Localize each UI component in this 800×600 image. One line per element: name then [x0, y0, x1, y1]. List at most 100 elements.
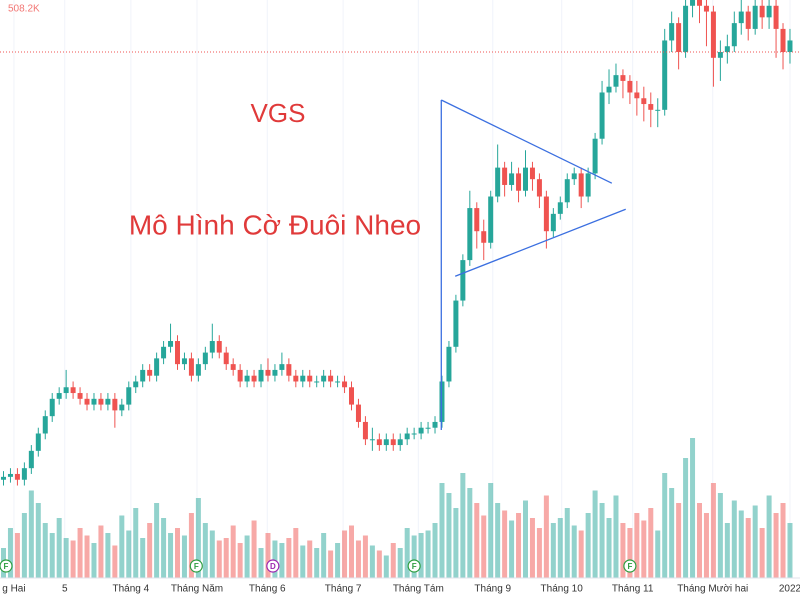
candle-body	[543, 196, 549, 232]
candle-body	[502, 167, 508, 185]
volume-bar	[35, 503, 41, 578]
candle-body	[258, 369, 264, 382]
volume-bar	[112, 545, 118, 578]
candle-body	[397, 439, 403, 446]
candle-body	[634, 92, 640, 99]
x-tick-label: 5	[62, 584, 68, 595]
volume-bar	[550, 523, 556, 578]
candle-body	[411, 433, 417, 435]
candle-body	[641, 98, 647, 105]
candle-body	[161, 346, 167, 359]
event-marker	[189, 559, 203, 573]
candle-body	[7, 473, 13, 477]
volume-bar	[662, 473, 668, 578]
candle-body	[98, 398, 104, 405]
x-tick-label: Tháng 4	[113, 584, 150, 595]
candle-body	[21, 468, 27, 480]
candle-body	[550, 213, 556, 232]
volume-bar	[154, 503, 160, 578]
volume-bar	[648, 508, 654, 578]
volume-bar	[564, 508, 570, 578]
volume-bar	[467, 488, 473, 578]
candle-body	[251, 375, 257, 382]
volume-bar	[84, 535, 90, 578]
volume-bar	[557, 518, 563, 578]
volume-bar	[342, 530, 348, 578]
candle-body	[147, 369, 153, 376]
pattern-label: Mô Hình Cờ Đuôi Nheo	[129, 209, 421, 240]
candle-body	[648, 104, 654, 110]
volume-bar	[140, 538, 146, 578]
volume-bar	[418, 533, 424, 578]
volume-bar	[634, 513, 640, 578]
volume-bar	[731, 500, 737, 578]
volume-bar	[495, 503, 501, 578]
candle-body	[676, 23, 682, 53]
volume-bar	[230, 525, 236, 578]
candle-body	[690, 0, 696, 6]
volume-bar	[641, 520, 647, 578]
event-label: F	[4, 562, 9, 571]
volume-bar	[300, 545, 306, 578]
x-tick-label: Tháng 10	[541, 584, 584, 595]
volume-bar	[745, 518, 751, 578]
volume-bar	[335, 543, 341, 578]
volume-bar	[14, 533, 20, 578]
candle-body	[787, 40, 793, 53]
chart-title: VGS	[251, 98, 306, 128]
volume-bar	[787, 523, 793, 578]
volume-bar	[188, 513, 194, 578]
volume-bar	[369, 545, 375, 578]
event-label: F	[412, 562, 417, 571]
candle-body	[84, 398, 90, 405]
trendline	[440, 99, 613, 184]
candle-body	[328, 375, 334, 382]
candle-body	[523, 167, 528, 191]
volume-bar	[690, 438, 696, 578]
candle-body	[105, 398, 111, 405]
volume-bar	[697, 503, 702, 578]
candle-body	[244, 375, 250, 382]
candle-body	[70, 387, 76, 394]
volume-bar	[655, 530, 661, 578]
volume-bar	[237, 543, 243, 578]
volume-bar	[571, 525, 577, 578]
volume-bar	[376, 550, 382, 578]
candle-body	[376, 439, 382, 446]
candle-body	[369, 439, 375, 441]
x-tick-label: 2022	[779, 584, 800, 595]
candle-body	[342, 381, 348, 388]
volume-bar	[56, 518, 62, 578]
volume-bar	[126, 530, 132, 578]
volume-bar	[780, 503, 786, 578]
volume-bar	[77, 528, 83, 578]
candle-body	[418, 427, 424, 434]
candle-body	[362, 421, 368, 440]
candle-body	[181, 358, 187, 365]
candle-body	[279, 364, 285, 370]
candle-body	[230, 364, 236, 370]
event-label: F	[194, 562, 199, 571]
volume-bar	[383, 555, 389, 578]
candle-body	[188, 358, 194, 376]
x-tick-label: g Hai	[2, 584, 25, 595]
candle-body	[425, 427, 431, 429]
candle-body	[536, 179, 542, 197]
volume-bar	[63, 538, 69, 578]
candle-body	[467, 208, 473, 261]
candle-body	[209, 341, 215, 353]
volume-bar	[279, 543, 285, 578]
candle-body	[1, 476, 6, 480]
x-tick-label: Tháng Năm	[171, 584, 223, 595]
volume-bar	[759, 528, 765, 578]
candle-body	[592, 138, 598, 174]
candle-body	[474, 208, 480, 232]
candle-body	[780, 28, 786, 53]
volume-bar	[439, 483, 445, 578]
candle-body	[175, 341, 180, 365]
candle-body	[202, 352, 208, 365]
candle-body	[195, 364, 201, 376]
x-tick-label: Tháng 9	[474, 584, 511, 595]
volume-bar	[202, 523, 208, 578]
